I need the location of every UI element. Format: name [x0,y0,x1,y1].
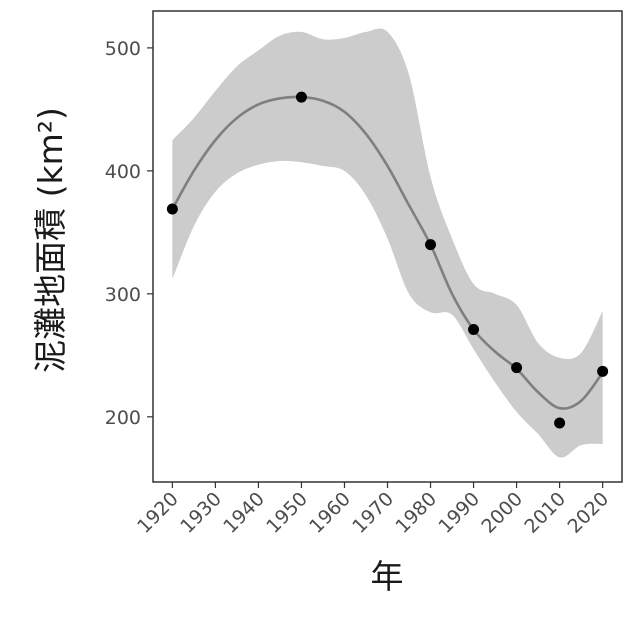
data-point [511,362,523,374]
plot-area [152,10,623,483]
x-axis: 1920193019401950196019701980199020002010… [133,482,613,538]
x-tick-label: 1920 [133,488,183,538]
x-tick-label: 2020 [563,488,613,538]
trend-line [171,95,604,410]
data-point [425,239,437,251]
x-tick-label: 1980 [391,488,441,538]
data-point [468,324,480,336]
x-tick-label: 1970 [348,488,398,538]
data-points [166,91,609,429]
data-point [295,91,307,103]
x-tick-label: 1990 [434,488,484,538]
x-tick-label: 1960 [305,488,355,538]
y-axis-title: 泥灘地面積 (km²) [31,107,70,373]
y-tick-label: 300 [105,284,141,306]
x-tick-label: 1940 [219,488,269,538]
data-point [554,417,566,429]
y-axis: 200 300 400 500 [105,38,153,429]
y-tick-label: 400 [105,161,141,183]
data-point [597,365,609,377]
x-axis-title: 年 [371,557,404,596]
y-tick-label: 200 [105,407,141,429]
data-point [166,203,178,215]
x-tick-label: 2010 [520,488,570,538]
x-tick-label: 1930 [176,488,226,538]
x-tick-label: 1950 [262,488,312,538]
y-tick-label: 500 [105,38,141,60]
x-tick-label: 2000 [477,488,527,538]
